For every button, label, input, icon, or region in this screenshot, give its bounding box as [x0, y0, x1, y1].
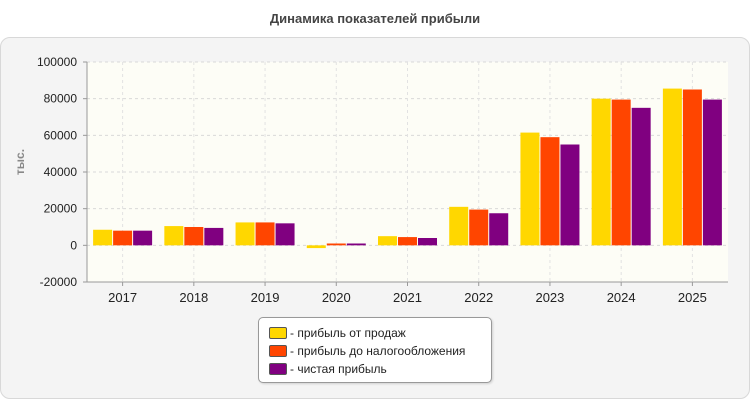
bar-2019-series-2 [255, 222, 275, 246]
x-tick-label: 2019 [251, 290, 280, 305]
bar-2018-series-2 [184, 227, 204, 246]
x-tick-label: 2020 [322, 290, 351, 305]
bar-2022-series-1 [449, 206, 469, 246]
x-tick-labels: 2017 2018 2019 2020 2021 2022 2023 2024 2025 [108, 282, 707, 305]
bar-2018-series-1 [164, 226, 184, 246]
bar-2021-series-2 [398, 237, 417, 246]
bar-2019-series-1 [235, 222, 255, 246]
legend-label: - чистая прибыль [290, 362, 387, 376]
bar-2022-series-2 [469, 209, 489, 246]
y-tick-labels: 100000 80000 60000 40000 20000 0 -20000 [37, 55, 77, 289]
y-tick-label: 40000 [44, 165, 78, 179]
x-tick-label: 2025 [678, 290, 707, 305]
bar-2024-series-2 [611, 99, 631, 246]
y-tick-label: 100000 [37, 55, 77, 69]
legend-label: - прибыль до налогообложения [290, 344, 466, 358]
legend-swatch-pretax-profit [269, 345, 287, 357]
legend-label: - прибыль от продаж [290, 326, 406, 340]
y-tick-label: 0 [70, 238, 77, 252]
bar-2017-series-2 [113, 230, 133, 246]
bar-2023-series-1 [520, 132, 540, 246]
bar-2024-series-3 [631, 107, 651, 246]
legend-item-sales-profit: - прибыль от продаж [269, 325, 406, 341]
bar-2025-series-3 [702, 99, 722, 246]
x-tick-label: 2017 [108, 290, 137, 305]
legend-item-net-profit: - чистая прибыль [269, 361, 387, 377]
x-tick-label: 2023 [535, 290, 564, 305]
legend: - прибыль от продаж - прибыль до налогоо… [258, 317, 492, 383]
bar-2025-series-2 [682, 89, 702, 246]
bar-2019-series-3 [275, 223, 295, 246]
y-tick-label: 60000 [44, 128, 78, 142]
x-tick-label: 2018 [179, 290, 208, 305]
bar-2023-series-3 [560, 144, 580, 246]
y-tick-label: 20000 [44, 202, 78, 216]
bar-2020-series-3 [346, 243, 366, 246]
y-axis-label: тыс. [13, 149, 27, 175]
y-tick-label: 80000 [44, 92, 78, 106]
bar-2017-series-1 [93, 229, 113, 246]
bar-2021-series-1 [378, 236, 397, 246]
bar-2021-series-3 [418, 238, 437, 246]
legend-swatch-sales-profit [269, 327, 287, 339]
x-tick-label: 2021 [393, 290, 422, 305]
bar-2022-series-3 [489, 213, 509, 246]
bars [93, 88, 722, 249]
bar-2020-series-2 [326, 243, 346, 246]
bar-2020-series-1 [306, 245, 326, 249]
x-tick-label: 2024 [607, 290, 636, 305]
bar-2017-series-3 [133, 230, 153, 246]
chart-title: Динамика показателей прибыли [269, 11, 481, 26]
x-tick-label: 2022 [464, 290, 493, 305]
bar-2024-series-1 [591, 98, 611, 246]
bar-2018-series-3 [204, 227, 224, 246]
legend-swatch-net-profit [269, 363, 287, 375]
bar-2023-series-2 [540, 137, 560, 246]
y-tick-label: -20000 [40, 275, 78, 289]
bar-2025-series-1 [662, 88, 682, 246]
legend-item-pretax-profit: - прибыль до налогообложения [269, 343, 465, 359]
